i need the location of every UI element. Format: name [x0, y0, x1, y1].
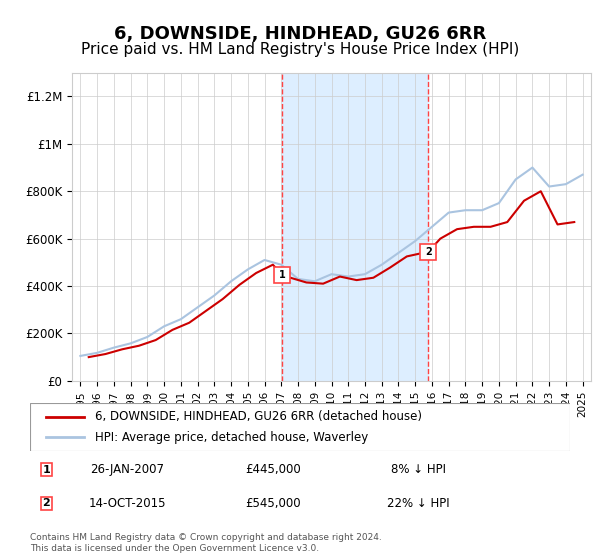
- Text: Price paid vs. HM Land Registry's House Price Index (HPI): Price paid vs. HM Land Registry's House …: [81, 42, 519, 57]
- Text: HPI: Average price, detached house, Waverley: HPI: Average price, detached house, Wave…: [95, 431, 368, 444]
- Text: 6, DOWNSIDE, HINDHEAD, GU26 6RR (detached house): 6, DOWNSIDE, HINDHEAD, GU26 6RR (detache…: [95, 410, 422, 423]
- Text: £545,000: £545,000: [245, 497, 301, 510]
- Text: 6, DOWNSIDE, HINDHEAD, GU26 6RR: 6, DOWNSIDE, HINDHEAD, GU26 6RR: [114, 25, 486, 43]
- Text: 22% ↓ HPI: 22% ↓ HPI: [388, 497, 450, 510]
- Text: 1: 1: [43, 465, 50, 475]
- Bar: [283, 73, 428, 381]
- Text: 2: 2: [425, 246, 432, 256]
- Text: 14-OCT-2015: 14-OCT-2015: [88, 497, 166, 510]
- Text: 2: 2: [43, 498, 50, 508]
- FancyBboxPatch shape: [30, 403, 570, 451]
- Text: 1: 1: [279, 270, 286, 281]
- Text: Contains HM Land Registry data © Crown copyright and database right 2024.
This d: Contains HM Land Registry data © Crown c…: [30, 533, 382, 553]
- Text: £445,000: £445,000: [245, 463, 301, 476]
- Text: 26-JAN-2007: 26-JAN-2007: [90, 463, 164, 476]
- Text: 8% ↓ HPI: 8% ↓ HPI: [391, 463, 446, 476]
